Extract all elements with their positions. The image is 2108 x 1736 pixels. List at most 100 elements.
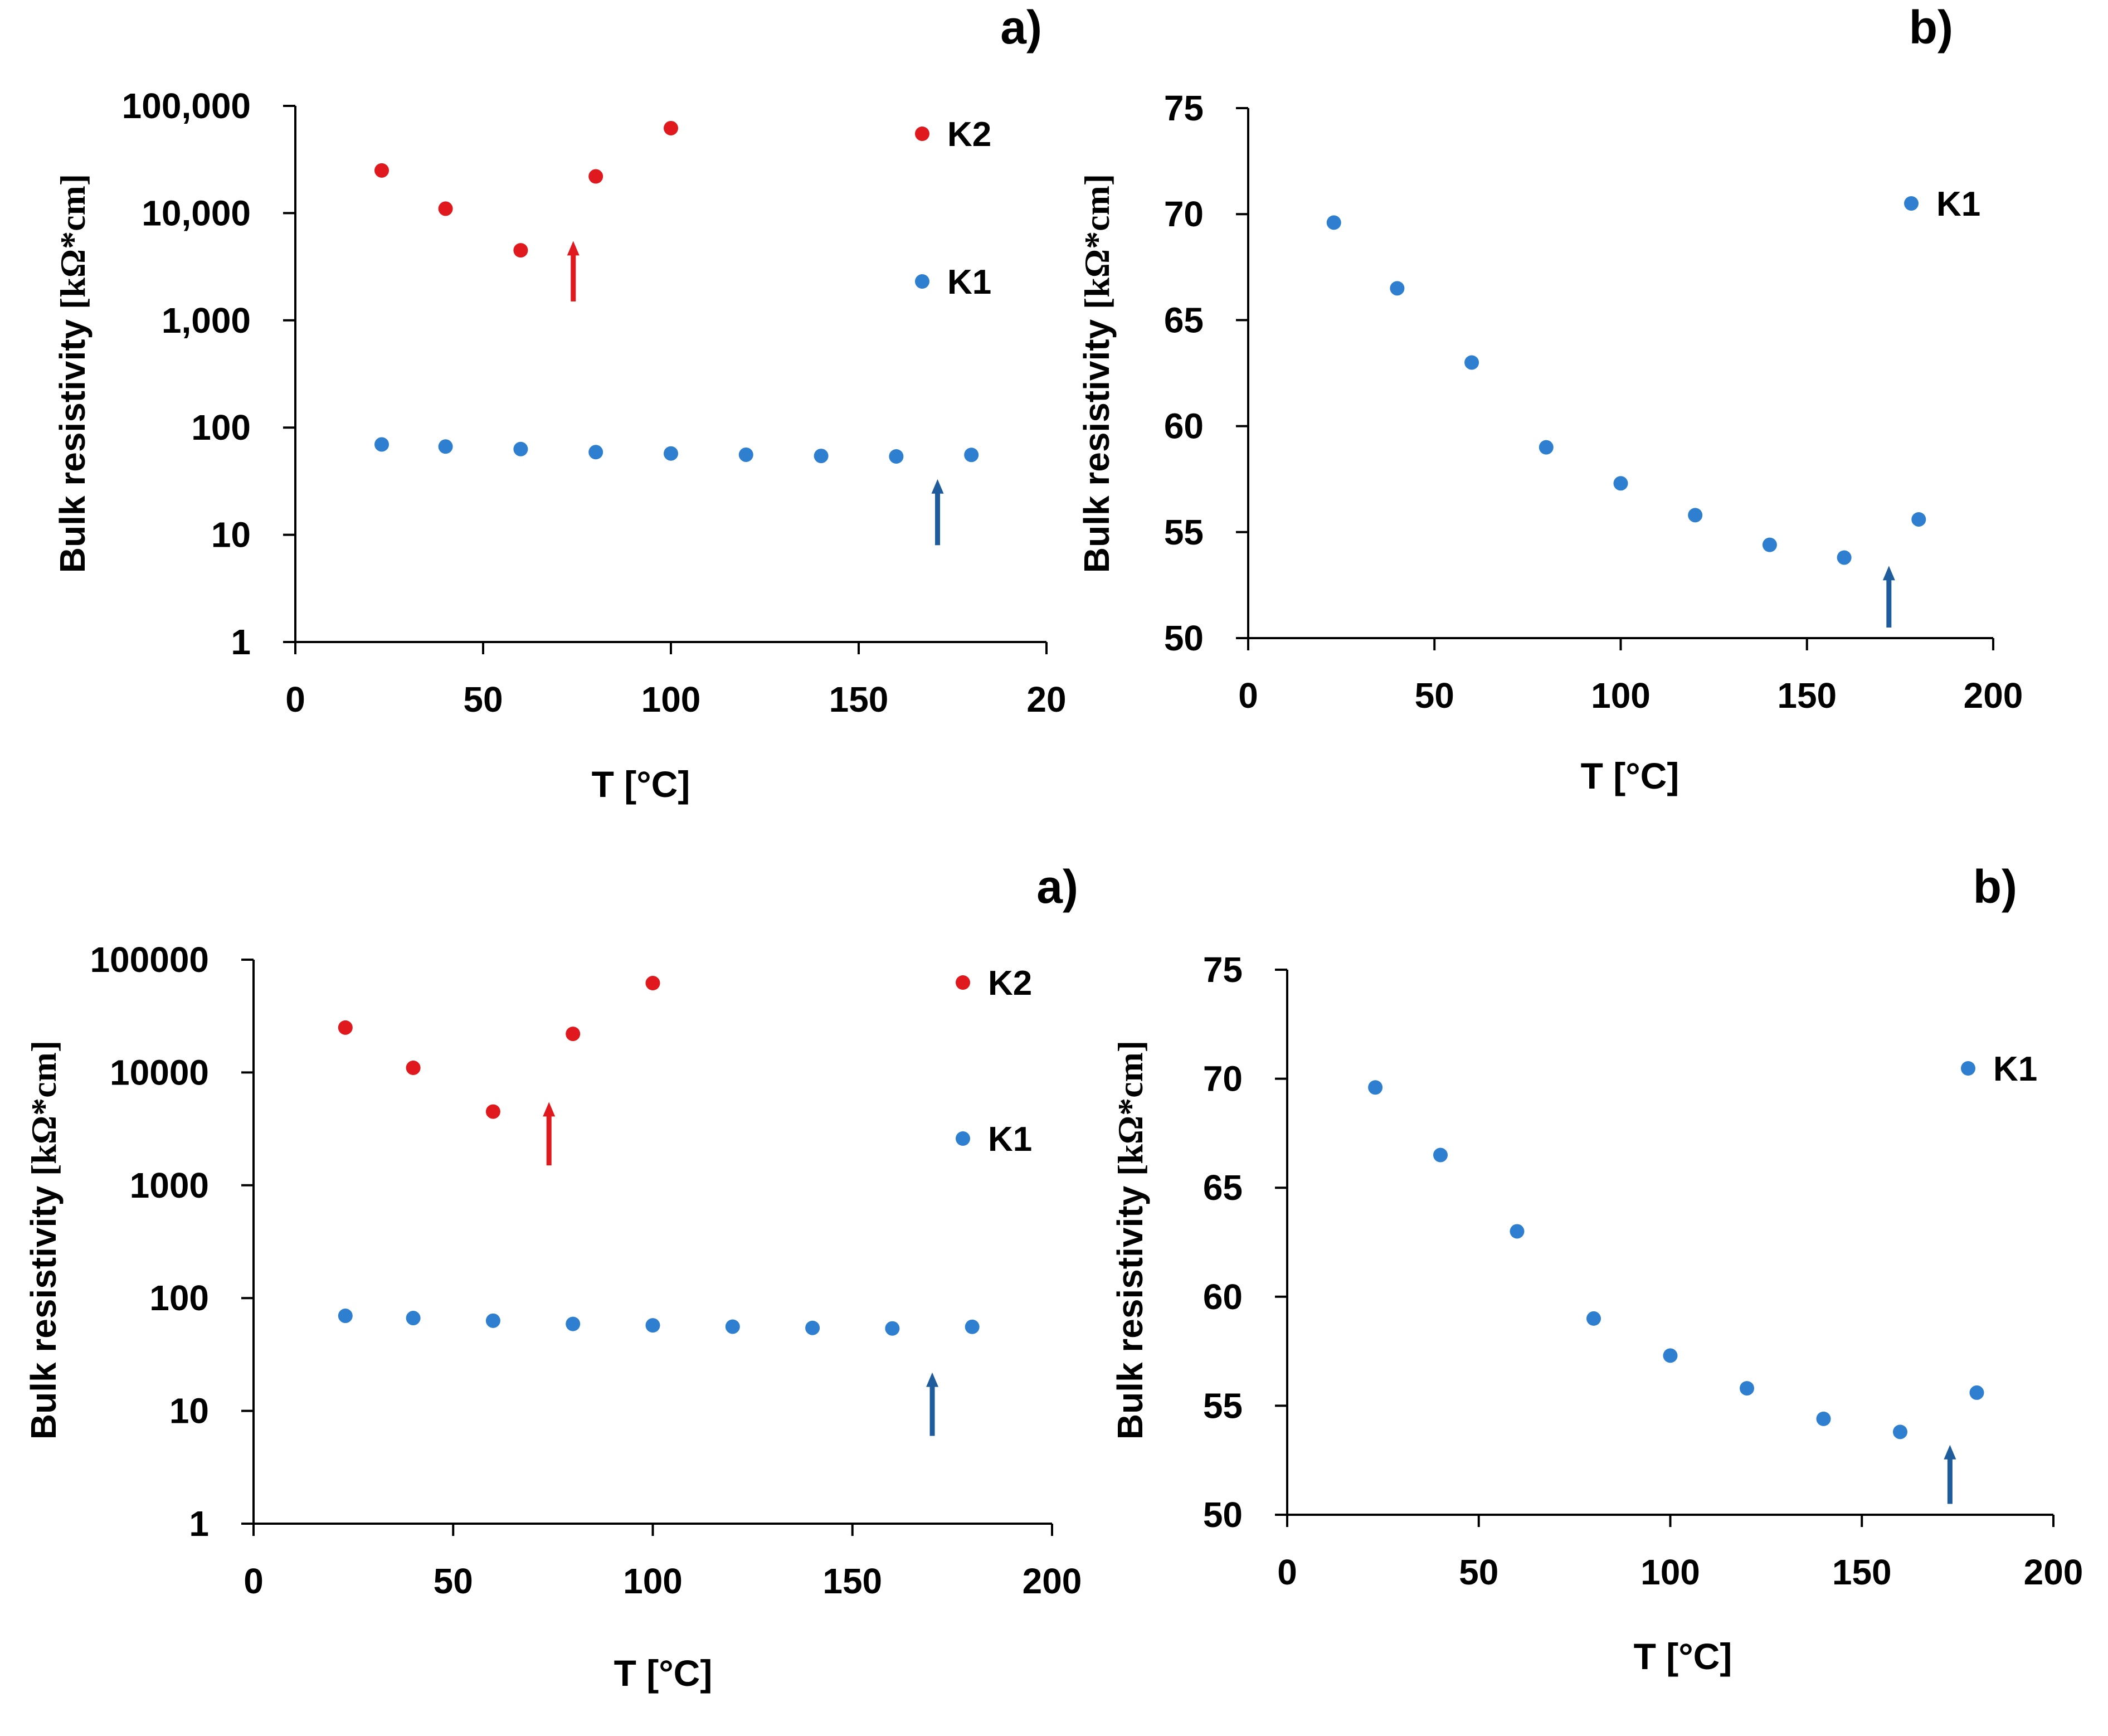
data-point-k1	[513, 441, 528, 456]
y-tick-label: 1	[231, 622, 251, 662]
y-tick-label: 65	[1203, 1168, 1243, 1208]
y-axis-label: Bulk resistivity [kΩ*cm]	[1110, 1040, 1150, 1440]
x-tick-label: 50	[1415, 675, 1454, 716]
x-tick-label: 150	[1777, 675, 1837, 716]
data-point-k2	[406, 1061, 421, 1076]
x-tick-label: 0	[285, 679, 305, 719]
data-point-k1	[664, 446, 678, 461]
data-point-k1	[1837, 550, 1852, 565]
y-axis-label-main: Bulk resistivity	[1110, 1176, 1150, 1440]
data-point-k2	[485, 1104, 500, 1119]
x-axis-label: T [°C]	[1634, 1636, 1732, 1677]
y-axis-label-main: Bulk resistivity	[52, 309, 93, 573]
data-point-k1	[485, 1313, 500, 1328]
arrow-annotation	[567, 241, 580, 302]
y-tick-label: 1,000	[162, 300, 251, 341]
y-axis-label-unit: [kΩ*cm]	[1111, 1040, 1150, 1176]
panel-label: b)	[1909, 1, 1953, 54]
x-tick-label: 50	[1459, 1552, 1498, 1592]
y-tick-label: 60	[1164, 406, 1204, 446]
data-point-k2	[664, 120, 678, 135]
chart-top-right: 0 50 100 150 200 50 55 60 65 70 75 T [°C] Bulk resis…	[1077, 1, 2023, 796]
y-axis-label-unit: [kΩ*cm]	[53, 174, 93, 309]
x-tick-label: 200	[1023, 1561, 1082, 1601]
y-tick-label: 70	[1164, 194, 1204, 234]
y-tick-label: 75	[1203, 950, 1243, 990]
arrow-head	[926, 1372, 939, 1387]
y-tick-label: 10	[211, 515, 251, 555]
chart-bottom-left: 0 50 100 150 200 1 10 100 1000 10000 100000 T [°C] B…	[23, 860, 1082, 1694]
data-point-k1	[1969, 1385, 1984, 1400]
x-tick-label: 150	[1832, 1552, 1892, 1592]
chart-bottom-right: 0 50 100 150 200 50 55 60 65 70 75 T [°C] Bulk resis…	[1110, 860, 2083, 1677]
y-tick-label: 65	[1164, 300, 1204, 340]
legend-label-k1: K1	[1936, 185, 1980, 223]
data-point-k1	[1893, 1424, 1907, 1440]
data-point-k1	[1326, 215, 1341, 230]
series-k2	[374, 120, 678, 258]
data-point-k1	[566, 1316, 581, 1331]
x-tick-label: 200	[1964, 675, 2023, 716]
x-tick-label: 100	[1591, 675, 1651, 716]
data-point-k1	[1688, 508, 1703, 523]
x-tick-label: 200	[2024, 1552, 2083, 1592]
y-tick-label: 55	[1203, 1385, 1243, 1426]
chart-top-left: 0 50 100 150 20 1 10 100 1,000 10,000 100,000 T [°C…	[52, 1, 1067, 805]
y-tick-label: 70	[1203, 1059, 1243, 1099]
x-tick-label: 20	[1026, 679, 1066, 719]
data-point-k1	[1390, 281, 1405, 296]
y-axis-label-unit: [kΩ*cm]	[1077, 174, 1117, 309]
y-tick-label: 100	[149, 1278, 209, 1318]
data-point-k1	[1762, 537, 1777, 552]
y-tick-label: 10	[169, 1391, 209, 1431]
data-point-k1	[1464, 355, 1479, 370]
x-tick-label: 0	[244, 1561, 264, 1601]
data-point-k1	[1539, 440, 1554, 455]
data-point-k1	[1740, 1381, 1754, 1396]
x-tick-label: 100	[641, 679, 701, 719]
data-point-k1	[1433, 1147, 1448, 1163]
data-point-k1	[725, 1319, 740, 1334]
series-k2	[338, 976, 660, 1119]
data-point-k1	[1911, 512, 1926, 527]
y-tick-label: 100000	[90, 940, 209, 980]
series-k1	[338, 1309, 980, 1336]
data-point-k1	[814, 449, 829, 464]
y-axis-label: Bulk resistivity [kΩ*cm]	[23, 1040, 64, 1440]
data-point-k1	[645, 1318, 660, 1333]
y-tick-label: 1	[189, 1504, 209, 1544]
data-point-k1	[1368, 1080, 1383, 1095]
x-axis-label: T [°C]	[614, 1652, 713, 1694]
y-tick-label: 10000	[110, 1052, 209, 1092]
arrow-annotation	[1944, 1445, 1956, 1504]
x-axis-label: T [°C]	[1581, 755, 1679, 796]
y-tick-label: 75	[1164, 88, 1204, 128]
data-point-k1	[1613, 476, 1628, 491]
y-tick-label: 10,000	[142, 193, 251, 233]
y-axis-label-unit: [kΩ*cm]	[24, 1040, 64, 1176]
y-tick-label: 1000	[130, 1165, 209, 1205]
data-point-k1	[374, 437, 390, 452]
y-axis-label-main: Bulk resistivity	[23, 1176, 64, 1440]
data-point-k2	[566, 1027, 581, 1042]
x-tick-label: 0	[1277, 1552, 1297, 1592]
series-k1	[374, 437, 979, 464]
legend-marker-k2	[956, 975, 970, 990]
data-point-k2	[374, 163, 390, 178]
y-tick-label: 100	[191, 407, 251, 448]
arrow-head	[567, 241, 580, 256]
x-tick-label: 100	[1640, 1552, 1700, 1592]
data-point-k2	[338, 1020, 353, 1035]
y-axis-label: Bulk resistivity [kΩ*cm]	[52, 174, 93, 573]
legend-marker-k1	[915, 274, 929, 289]
y-axis-label-main: Bulk resistivity	[1077, 309, 1117, 573]
arrow-annotation	[543, 1102, 556, 1166]
data-point-k1	[406, 1311, 421, 1326]
legend-label-k2: K2	[947, 115, 991, 154]
data-point-k1	[588, 445, 603, 460]
y-tick-label: 50	[1164, 618, 1204, 658]
x-tick-label: 50	[463, 679, 503, 719]
x-tick-label: 150	[822, 1561, 882, 1601]
data-point-k1	[889, 449, 904, 464]
